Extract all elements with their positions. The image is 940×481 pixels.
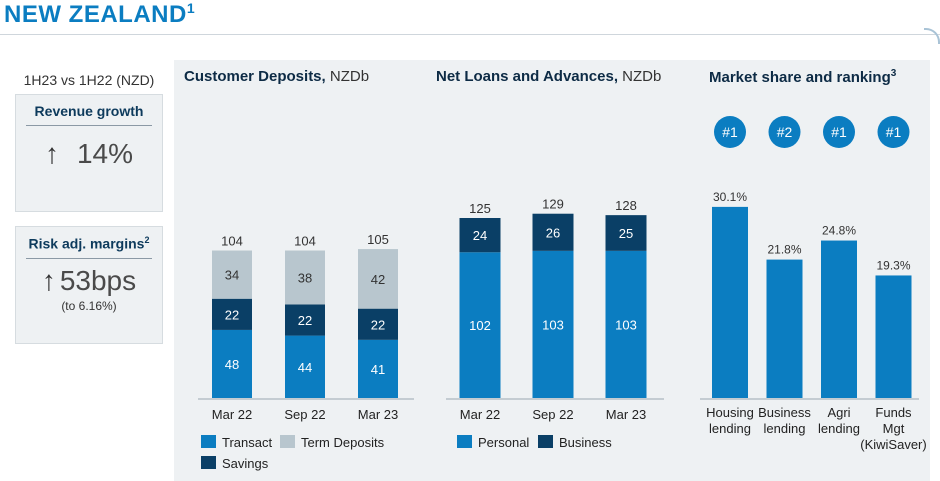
chart1-legend-label: Personal (478, 435, 529, 450)
chart2-bar (875, 275, 912, 398)
chart0-bar-transact (285, 335, 325, 398)
period-label: 1H23 vs 1H22 (NZD) (23, 72, 155, 88)
chart0-category-label: Mar 22 (212, 407, 252, 422)
chart0-category-label: Mar 23 (358, 407, 398, 422)
chart0-bar-transact (212, 329, 252, 398)
chart0-legend-swatch (201, 456, 216, 469)
chart0-bar-term-deposits (212, 250, 252, 299)
chart2-bar (766, 259, 803, 398)
chart1-bar-personal (605, 250, 647, 398)
chart1-category-label: Mar 23 (606, 407, 646, 422)
chart2-value-label: 21.8% (767, 243, 801, 257)
chart2-category-label: Agri (827, 405, 850, 420)
risk-margins-value: ↑ 53bps (41, 264, 137, 296)
rank-badge-label: #1 (831, 124, 847, 140)
chart1-bar-business (459, 218, 501, 253)
corner-accent (924, 28, 940, 44)
chart0-legend-label: Transact (222, 435, 272, 450)
page-title: NEW ZEALAND1 (4, 0, 196, 28)
chart1-legend-swatch (457, 435, 472, 448)
rank-badge-label: #2 (777, 124, 793, 140)
loans-title: Net Loans and Advances, NZDb (436, 68, 662, 85)
rank-badge-label: #1 (722, 124, 738, 140)
chart0-value-label: 22 (298, 313, 312, 328)
revenue-growth-box: Revenue growth ↑ 14% (15, 94, 163, 212)
chart0-value-label: 44 (298, 360, 312, 375)
chart2-bar (821, 240, 857, 398)
rank-badge (877, 116, 910, 148)
chart0-legend-label: Savings (222, 456, 269, 471)
chart0-value-label: 22 (225, 307, 239, 322)
market-share-title: Market share and ranking3 (709, 68, 897, 86)
revenue-growth-title: Revenue growth (26, 95, 152, 126)
chart2-category-label: Business (758, 405, 811, 420)
chart0-value-label: 38 (298, 270, 312, 285)
chart1-value-label: 26 (546, 225, 560, 240)
charts-panel: Customer Deposits, NZDb Net Loans and Ad… (174, 60, 930, 481)
charts-svg: 48 22 34 104 Mar 22 44 22 38 104 Sep 22 41 22 42 105 M… (198, 116, 927, 471)
chart1-bar-personal (532, 250, 574, 398)
rank-badge (714, 116, 746, 148)
chart2-value-label: 30.1% (713, 190, 747, 204)
chart1-value-label: 25 (619, 226, 633, 241)
chart1-legend-swatch (538, 435, 553, 448)
chart2-category-label: Housing (706, 405, 754, 420)
chart0-value-label: 22 (371, 317, 385, 332)
chart0-total-label: 104 (221, 234, 243, 249)
chart2-category-label: lending (818, 421, 860, 436)
chart0-legend-swatch (201, 435, 216, 448)
chart2-bar (712, 206, 748, 398)
chart0-total-label: 104 (294, 234, 316, 249)
chart1-category-label: Mar 22 (460, 407, 500, 422)
rank-badge (823, 116, 855, 148)
chart0-category-label: Sep 22 (284, 407, 325, 422)
title-divider (0, 34, 940, 35)
rank-badge-label: #1 (886, 124, 902, 140)
chart1-bar-business (532, 213, 574, 251)
risk-margins-note: (to 6.16%) (61, 298, 117, 313)
chart0-bar-savings (358, 308, 398, 340)
chart0-bar-savings (212, 298, 252, 330)
chart1-legend-label: Business (559, 435, 612, 450)
risk-margins-title: Risk adj. margins2 (26, 227, 152, 259)
chart1-total-label: 125 (469, 201, 491, 216)
chart2-value-label: 24.8% (822, 224, 856, 238)
chart0-bar-transact (358, 339, 398, 398)
chart2-category-label: Funds (875, 405, 912, 420)
chart0-bar-term-deposits (285, 250, 325, 305)
chart1-value-label: 102 (469, 318, 491, 333)
chart0-total-label: 105 (367, 232, 389, 247)
revenue-growth-value: ↑ 14% (44, 138, 134, 169)
chart0-bar-term-deposits (358, 249, 398, 309)
chart0-bar-savings (285, 304, 325, 336)
chart1-value-label: 24 (473, 228, 487, 243)
chart0-value-label: 48 (225, 357, 239, 372)
chart1-value-label: 103 (542, 317, 564, 332)
chart2-category-label: (KiwiSaver) (860, 437, 926, 452)
chart0-value-label: 34 (225, 268, 239, 283)
chart2-category-label: lending (764, 421, 806, 436)
chart0-legend-label: Term Deposits (301, 435, 385, 450)
chart1-category-label: Sep 22 (532, 407, 573, 422)
chart1-bar-business (605, 215, 647, 251)
chart1-total-label: 129 (542, 197, 564, 212)
chart2-value-label: 19.3% (876, 258, 910, 272)
chart1-value-label: 103 (615, 317, 637, 332)
chart1-bar-personal (459, 252, 501, 398)
chart2-category-label: lending (709, 421, 751, 436)
chart0-value-label: 42 (371, 272, 385, 287)
rank-badge (768, 116, 801, 148)
up-arrow-icon: ↑ (41, 264, 56, 296)
chart0-value-label: 41 (371, 362, 385, 377)
deposits-title: Customer Deposits, NZDb (184, 68, 370, 85)
risk-margins-box: Risk adj. margins2 ↑ 53bps (to 6.16%) (15, 226, 163, 344)
up-arrow-icon: ↑ (44, 138, 59, 169)
chart1-total-label: 128 (615, 198, 637, 213)
chart0-legend-swatch (280, 435, 295, 448)
chart2-category-label: Mgt (883, 421, 905, 436)
